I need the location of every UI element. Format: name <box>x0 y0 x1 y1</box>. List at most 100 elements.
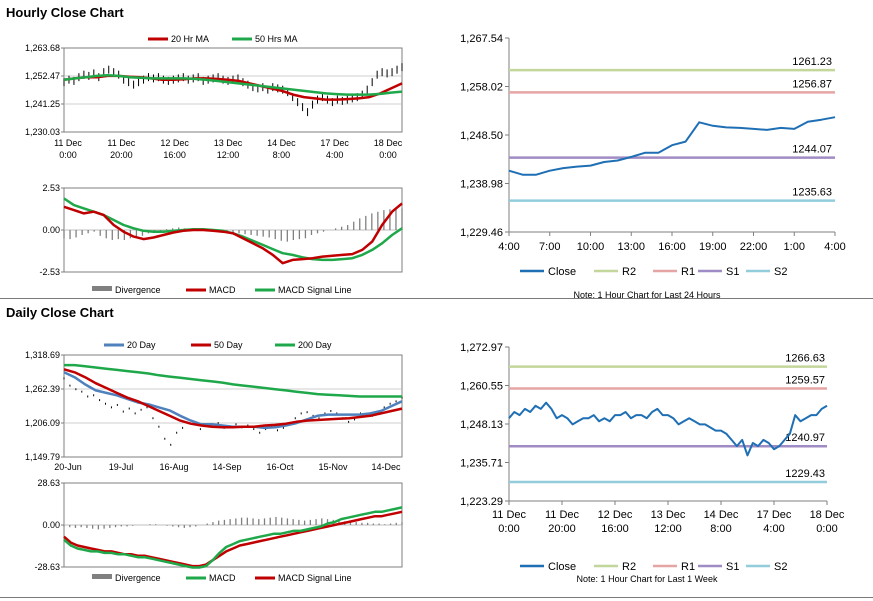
daily-macd-ytick-label: 28.63 <box>37 478 60 488</box>
hourly-pivot-xtick-label: 10:00 <box>577 241 605 253</box>
hourly-price-xtick-label: 16:00 <box>163 150 186 160</box>
hourly-price-xtick-label: 14 Dec <box>267 138 296 148</box>
hourly-section-title: Hourly Close Chart <box>6 5 124 20</box>
hourly-price-xtick-label: 20:00 <box>110 150 133 160</box>
weekly-pivot-level-r2-label: 1266.63 <box>785 353 825 365</box>
hourly-price-ytick-label: 1,263.68 <box>25 43 60 53</box>
daily-price-xtick-label: 14-Sep <box>212 462 241 472</box>
hourly-price-xtick-label: 11 Dec <box>54 138 82 148</box>
weekly-pivot-xtick-label: 13 Dec <box>651 509 686 521</box>
daily-price-xtick-label: 16-Aug <box>159 462 188 472</box>
hourly-pivot-ytick-label: 1,258.02 <box>460 82 503 94</box>
weekly-pivot-xtick-label: 0:00 <box>498 523 519 535</box>
hourly-price-xtick-label: 0:00 <box>379 150 397 160</box>
hourly-macd-ytick-label: 2.53 <box>42 183 60 193</box>
hourly-macd-legend-macd-label: MACD <box>209 285 236 295</box>
daily-price-xtick-label: 15-Nov <box>318 462 348 472</box>
daily-price-ytick-label: 1,206.09 <box>25 418 60 428</box>
section-divider-middle <box>0 298 873 299</box>
weekly-pivot-xtick-label: 12:00 <box>654 523 682 535</box>
daily-macd-ytick-label: -28.63 <box>34 562 60 572</box>
weekly-pivot-level-s1-label: 1240.97 <box>785 432 825 444</box>
weekly-pivot-note: Note: 1 Hour Chart for Last 1 Week <box>577 574 718 584</box>
hourly-pivot-level-r2-label: 1261.23 <box>792 56 832 68</box>
hourly-pivot-xtick-label: 16:00 <box>658 241 686 253</box>
hourly-price-ytick-label: 1,230.03 <box>25 127 60 137</box>
daily-price-ytick-label: 1,318.69 <box>25 350 60 360</box>
weekly-pivot-xtick-label: 11 Dec <box>545 509 580 521</box>
weekly-pivot-level-r1-label: 1259.57 <box>785 375 825 387</box>
hourly-pivot-close-line <box>508 116 836 176</box>
weekly-pivot-level-s2-label: 1229.43 <box>785 468 825 480</box>
daily-macd-legend-macd-label: MACD <box>209 573 236 583</box>
daily-legend-50day-label: 50 Day <box>214 340 243 350</box>
hourly-price-xtick-label: 8:00 <box>273 150 291 160</box>
hourly-pivot-ytick-label: 1,248.50 <box>460 130 503 142</box>
daily-legend-20day-label: 20 Day <box>127 340 156 350</box>
daily-price-ytick-label: 1,262.39 <box>25 384 60 394</box>
hourly-pivot-xtick-label: 1:00 <box>784 241 805 253</box>
weekly-pivot-ytick-label: 1,235.71 <box>460 458 503 470</box>
hourly-pivot-legend-s1-label: S1 <box>726 266 739 278</box>
hourly-pivot-ytick-label: 1,238.98 <box>460 179 503 191</box>
hourly-pivot-xtick-label: 22:00 <box>740 241 768 253</box>
hourly-legend-50hr-label: 50 Hrs MA <box>255 34 298 44</box>
weekly-pivot-xtick-label: 16:00 <box>601 523 629 535</box>
hourly-pivot-xtick-label: 4:00 <box>824 241 845 253</box>
weekly-pivot-close-line <box>508 401 828 457</box>
daily-section-title: Daily Close Chart <box>6 305 114 320</box>
hourly-macd-ytick-label: -2.53 <box>39 267 60 277</box>
weekly-pivot-xtick-label: 17 Dec <box>757 509 792 521</box>
weekly-pivot-ytick-label: 1,272.97 <box>460 342 503 354</box>
weekly-pivot-xtick-label: 12 Dec <box>598 509 633 521</box>
hourly-pivot-legend-r1-label: R1 <box>681 266 695 278</box>
hourly-pivot-level-r1-label: 1256.87 <box>792 78 832 90</box>
hourly-price-xtick-label: 12:00 <box>217 150 240 160</box>
daily-macd-legend-divergence-label: Divergence <box>115 573 161 583</box>
weekly-pivot-legend-s2-label: S2 <box>774 561 787 573</box>
hourly-price-ytick-label: 1,241.25 <box>25 99 60 109</box>
hourly-macd-ytick-label: 0.00 <box>42 225 60 235</box>
hourly-pivot-xtick-label: 13:00 <box>617 241 645 253</box>
hourly-pivot-xtick-label: 7:00 <box>539 241 560 253</box>
weekly-pivot-xtick-label: 14 Dec <box>704 509 739 521</box>
weekly-pivot-legend-close-label: Close <box>548 561 576 573</box>
weekly-pivot-legend-r2-label: R2 <box>622 561 636 573</box>
weekly-pivot-xtick-label: 20:00 <box>548 523 576 535</box>
hourly-price-xtick-label: 11 Dec <box>107 138 135 148</box>
hourly-pivot-legend-s2-label: S2 <box>774 266 787 278</box>
hourly-macd-legend-divergence-label: Divergence <box>115 285 161 295</box>
daily-price-xtick-label: 16-Oct <box>266 462 294 472</box>
daily-macd-legend-divergence-swatch <box>92 574 112 579</box>
hourly-pivot-xtick-label: 19:00 <box>699 241 727 253</box>
hourly-price-xtick-label: 17 Dec <box>320 138 349 148</box>
daily-macd-legend-signal-label: MACD Signal Line <box>278 573 352 583</box>
hourly-pivot-ytick-label: 1,229.46 <box>460 227 503 239</box>
weekly-pivot-xtick-label: 8:00 <box>710 523 731 535</box>
daily-macd-line <box>63 506 403 569</box>
hourly-price-xtick-label: 4:00 <box>326 150 344 160</box>
hourly-pivot-legend-r2-label: R2 <box>622 266 636 278</box>
weekly-pivot-legend-r1-label: R1 <box>681 561 695 573</box>
hourly-pivot-note: Note: 1 Hour Chart for Last 24 Hours <box>573 290 721 300</box>
hourly-pivot-level-s1-label: 1244.07 <box>792 144 832 156</box>
weekly-pivot-ytick-label: 1,260.55 <box>460 381 503 393</box>
hourly-price-xtick-label: 0:00 <box>59 150 77 160</box>
hourly-pivot-legend-close-label: Close <box>548 266 576 278</box>
weekly-pivot-xtick-label: 4:00 <box>763 523 784 535</box>
hourly-price-xtick-label: 13 Dec <box>214 138 243 148</box>
hourly-macd-legend-divergence-swatch <box>92 286 112 291</box>
weekly-pivot-xtick-label: 18 Dec <box>810 509 845 521</box>
daily-price-ytick-label: 1,149.79 <box>25 452 60 462</box>
daily-price-xtick-label: 19-Jul <box>109 462 134 472</box>
daily-price-xtick-label: 20-Jun <box>54 462 82 472</box>
hourly-legend-20hr-label: 20 Hr MA <box>171 34 209 44</box>
hourly-macd-legend-signal-label: MACD Signal Line <box>278 285 352 295</box>
hourly-price-ytick-label: 1,252.47 <box>25 71 60 81</box>
